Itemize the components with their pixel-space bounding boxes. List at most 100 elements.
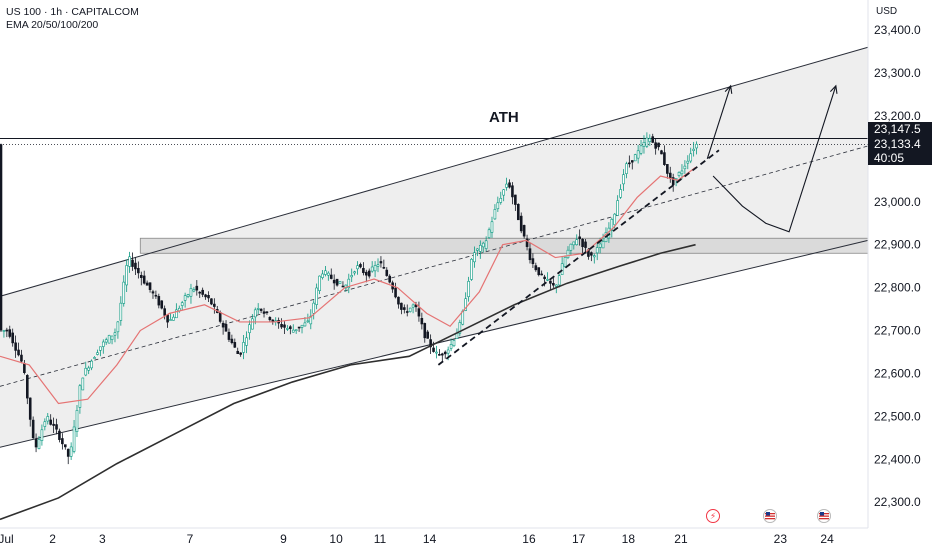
candle-body [365, 271, 368, 276]
candle-body [654, 142, 657, 149]
candle-body [256, 308, 260, 310]
candle-body [90, 360, 93, 369]
candle-body [625, 163, 628, 174]
symbol-title[interactable]: US 100 · 1h · CAPITALCOM [6, 6, 139, 18]
candle-body [405, 311, 409, 313]
price-tick-label: 22,600.0 [874, 366, 921, 380]
candle-body [2, 330, 6, 332]
price-axis[interactable]: 23,400.023,300.023,200.023,100.023,000.0… [867, 0, 932, 550]
projection-arrow-up [706, 85, 732, 159]
candle-body [271, 319, 275, 322]
time-tick-label: 9 [280, 532, 287, 546]
candle-body [163, 308, 166, 316]
candle-body [69, 446, 73, 457]
candle-body [449, 344, 453, 349]
candle-body [432, 347, 435, 352]
candle-body [131, 259, 134, 267]
time-tick-label: 2 [49, 532, 56, 546]
candle-body [327, 272, 330, 276]
price-tick-label: 22,300.0 [874, 495, 921, 509]
candle-body [40, 429, 44, 441]
candle-body [142, 275, 146, 284]
candle-body [400, 302, 403, 310]
candle-body [420, 317, 424, 325]
projection-arrow-zigzag-head [829, 84, 838, 94]
candle-body [52, 423, 55, 426]
candle-body [119, 302, 123, 321]
channel-lower-line[interactable] [0, 239, 869, 450]
candle-body [581, 238, 584, 248]
candle-body [636, 150, 640, 159]
candle-body [23, 363, 26, 373]
candle-body [137, 267, 140, 274]
price-tick-label: 22,500.0 [874, 409, 921, 423]
candle-body [248, 324, 251, 334]
candle-body [265, 311, 269, 314]
candle-body [403, 307, 406, 310]
candle-body [464, 298, 467, 311]
candle-body [72, 426, 76, 452]
candle-body [5, 329, 9, 332]
indicator-legend[interactable]: EMA 20/50/100/200 [6, 19, 99, 31]
candle-body [695, 143, 698, 149]
candle-body [166, 314, 169, 323]
candle-body [213, 303, 216, 307]
candle-body [218, 312, 222, 322]
candle-body [104, 339, 108, 343]
candle-body [318, 275, 321, 291]
candle-body [642, 142, 646, 147]
candle-body [93, 357, 96, 359]
candle-body [446, 349, 450, 354]
candle-body [204, 294, 207, 298]
candle-body [236, 350, 240, 354]
us-flag-event-icon-2[interactable] [817, 509, 831, 523]
candle-body [291, 329, 295, 333]
candle-body [569, 243, 573, 251]
time-tick-label: 10 [329, 532, 343, 546]
candle-body [619, 189, 622, 198]
candle-body [601, 241, 605, 249]
candle-body [435, 351, 438, 354]
us-flag-event-icon[interactable] [763, 509, 777, 523]
candle-body [677, 172, 681, 176]
projection-arrows[interactable] [706, 84, 838, 233]
candle-body [508, 182, 511, 188]
candle-body [43, 421, 47, 427]
lightning-event-icon[interactable]: ⚡ [706, 509, 720, 523]
candle-body [34, 439, 38, 448]
time-axis[interactable]: Jul 2 3 7 9 10 11 14 16 17 18 21 23 24 [0, 527, 868, 546]
candle-body [522, 225, 526, 237]
candle-body [198, 291, 202, 294]
candle-body [528, 248, 532, 261]
candle-body [514, 194, 517, 205]
candle-body [633, 154, 637, 162]
currency-label[interactable]: USD [876, 6, 898, 17]
candle-body [379, 261, 383, 264]
support-dashed-trendline[interactable] [437, 149, 720, 366]
candle-body [557, 275, 561, 286]
candle-body [125, 265, 128, 286]
candle-body [452, 340, 456, 347]
candle-body [511, 185, 514, 198]
candle-body [321, 273, 324, 278]
candle-body [411, 304, 415, 308]
candle-body [329, 274, 333, 279]
ema20-line [0, 166, 696, 405]
candle-body [575, 239, 579, 246]
candle-body [359, 264, 362, 268]
candle-body [423, 323, 427, 339]
candle-body [476, 248, 479, 251]
time-tick-label: 24 [820, 532, 834, 546]
candle-body [195, 285, 199, 291]
candle-body [373, 265, 377, 272]
candle-body [592, 255, 596, 258]
candle-body [154, 294, 158, 297]
candle-body [110, 335, 114, 340]
candle-body [496, 202, 500, 210]
candle-body [87, 367, 90, 371]
candle-body [382, 266, 386, 269]
candle-body [563, 257, 567, 267]
candle-body [519, 215, 523, 232]
candle-body [280, 324, 283, 328]
